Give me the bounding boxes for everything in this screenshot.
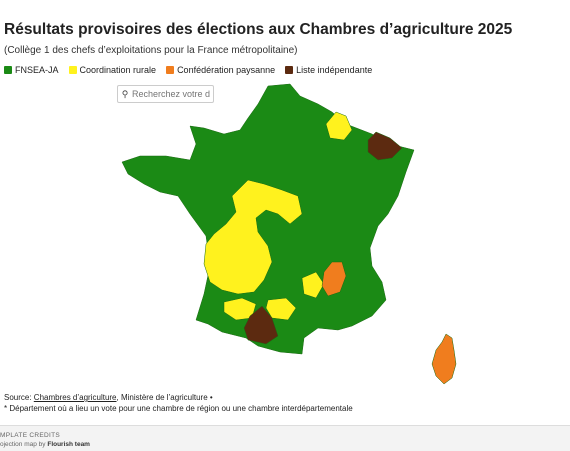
source-line: Source: Chambres d’agriculture, Ministèr… [4, 393, 213, 402]
template-credits-footer [0, 425, 570, 451]
legend-item-coordination-rurale[interactable]: Coordination rurale [68, 65, 157, 75]
footnote: * Département où a lieu un vote pour une… [4, 404, 353, 413]
source-suffix: , Ministère de l’agriculture • [116, 393, 213, 402]
legend-swatch-coordination-rurale [68, 66, 77, 74]
search-input[interactable] [132, 89, 210, 99]
legend-label-fnsea: FNSEA-JA [15, 65, 59, 75]
page-subtitle: (Collège 1 des chefs d’exploitations pou… [4, 45, 298, 56]
legend-item-confederation-paysanne[interactable]: Confédération paysanne [166, 65, 275, 75]
map-region-coordination-lozere[interactable] [301, 271, 325, 299]
credits-line: ojection map by Flourish team [0, 441, 90, 448]
legend-swatch-fnsea [4, 66, 12, 74]
legend-item-fnsea[interactable]: FNSEA-JA [4, 65, 59, 75]
legend-swatch-confederation-paysanne [166, 66, 175, 74]
page-title: Résultats provisoires des élections aux … [4, 21, 513, 38]
map-region-corsica[interactable] [431, 333, 457, 385]
map-region-independante-pyrenees[interactable] [243, 305, 279, 345]
map-region-coordination-west[interactable] [203, 179, 303, 295]
map-region-independante-northeast[interactable] [367, 131, 403, 161]
legend-swatch-liste-independante [285, 66, 294, 74]
legend: FNSEA-JA Coordination rurale Confédérati… [4, 65, 372, 75]
credits-author-link[interactable]: Flourish team [47, 441, 90, 448]
map-region-coordination-gers[interactable] [265, 297, 297, 321]
france-map [121, 83, 457, 385]
legend-label-liste-independante: Liste indépendante [296, 65, 373, 75]
credits-title: MPLATE CREDITS [0, 432, 61, 439]
source-link[interactable]: Chambres d’agriculture [33, 393, 117, 402]
credits-line-prefix: ojection map by [0, 441, 48, 448]
search-icon: ⚲ [121, 88, 129, 99]
search-box[interactable]: ⚲ [117, 85, 214, 103]
legend-item-liste-independante[interactable]: Liste indépendante [285, 65, 372, 75]
source-prefix: Source: [4, 393, 34, 402]
map-card: Résultats provisoires des élections aux … [4, 21, 513, 413]
legend-label-coordination-rurale: Coordination rurale [79, 65, 157, 75]
map-region-confederation-southeast[interactable] [321, 261, 347, 297]
legend-label-confederation-paysanne: Confédération paysanne [177, 65, 276, 75]
map-region-coordination-northeast[interactable] [325, 111, 353, 141]
